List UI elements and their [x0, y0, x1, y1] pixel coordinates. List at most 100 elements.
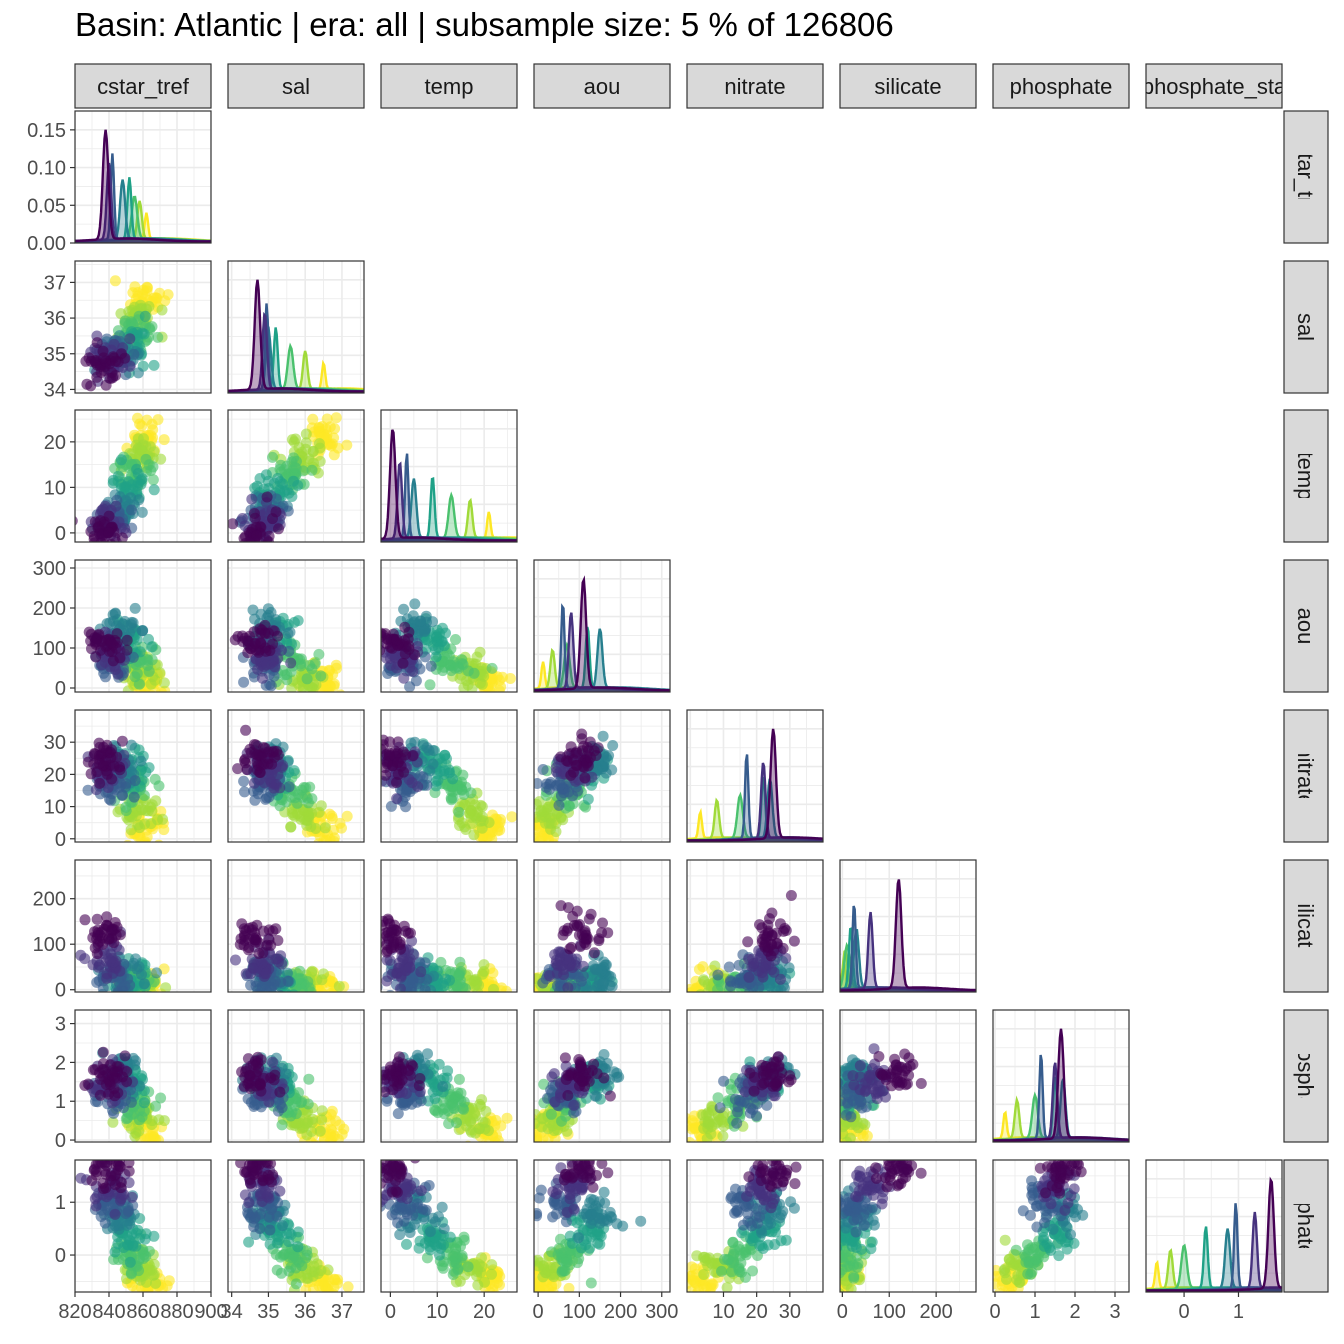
- scatter-point: [261, 491, 273, 503]
- scatter-point: [321, 694, 332, 705]
- scatter-point: [276, 761, 288, 773]
- row-strip-silicate: silicate: [1283, 859, 1329, 993]
- scatter-point: [251, 480, 263, 492]
- panel-border: [74, 260, 212, 394]
- scatter-point: [591, 963, 603, 975]
- scatter-point: [526, 992, 537, 1003]
- panel-nitrate-vs-temp: [364, 709, 518, 843]
- scatter-point: [285, 666, 297, 678]
- scatter-point: [365, 928, 376, 939]
- scatter-point: [103, 933, 115, 945]
- scatter-point: [306, 966, 317, 978]
- scatter-point: [308, 999, 319, 1010]
- scatter-point: [492, 991, 500, 992]
- scatter-point: [111, 628, 123, 640]
- scatter-point: [476, 811, 488, 823]
- scatter-point: [256, 957, 268, 969]
- scatter-point: [155, 1092, 167, 1104]
- scatter-point: [232, 763, 244, 775]
- scatter-point: [94, 777, 106, 789]
- scatter-point: [120, 805, 132, 817]
- panel-border: [74, 559, 212, 693]
- strip-background: [1283, 559, 1329, 693]
- column-strip-label: nitrate: [724, 74, 785, 99]
- panel-content: [75, 412, 170, 542]
- scatter-point: [777, 942, 789, 954]
- scatter-point: [85, 768, 97, 780]
- scatter-point: [121, 644, 133, 656]
- scatter-point: [403, 640, 415, 652]
- scatter-point: [272, 630, 283, 642]
- row-strip-label: silicate: [1293, 892, 1318, 959]
- panel-content: [80, 275, 174, 392]
- scatter-point: [136, 998, 147, 1009]
- scatter-point: [148, 359, 160, 371]
- scatter-point: [267, 451, 278, 463]
- scatter-point: [147, 474, 159, 486]
- scatter-point: [392, 736, 404, 748]
- row-strip-label: phosphate_sta: [1293, 1154, 1318, 1299]
- scatter-point: [310, 823, 322, 834]
- scatter-point: [485, 999, 496, 1010]
- scatter-point: [267, 513, 278, 525]
- scatter-point: [139, 993, 150, 1004]
- scatter-point: [121, 634, 133, 646]
- scatter-point: [598, 755, 610, 767]
- scatter-point: [325, 847, 336, 858]
- scatter-point: [475, 993, 486, 1004]
- scatter-point: [392, 768, 404, 780]
- scatter-point: [765, 950, 777, 962]
- scatter-point: [715, 980, 727, 992]
- scatter-point: [415, 966, 427, 978]
- scatter-point: [149, 773, 161, 785]
- scatter-point: [314, 455, 326, 467]
- scatter-point: [152, 414, 164, 426]
- scatter-point: [102, 920, 114, 932]
- strip-background: [1283, 1009, 1329, 1143]
- panel-content: [75, 129, 211, 243]
- panel-border: [533, 709, 671, 843]
- panel-aou-vs-aou: [533, 559, 671, 693]
- scatter-point: [252, 663, 264, 675]
- scatter-point: [103, 527, 115, 538]
- strip-background: [1283, 409, 1329, 543]
- scatter-point: [392, 757, 404, 769]
- scatter-point: [265, 982, 277, 992]
- scatter-point: [119, 315, 131, 327]
- scatter-point: [398, 920, 410, 932]
- scatter-point: [273, 523, 284, 535]
- panel-border: [227, 260, 365, 394]
- scatter-point: [742, 936, 754, 948]
- strip-background: [1283, 110, 1329, 244]
- scatter-point: [406, 777, 418, 789]
- scatter-point: [364, 746, 375, 757]
- panel-content: [381, 429, 517, 542]
- scatter-point: [324, 693, 335, 704]
- scatter-point: [145, 1130, 157, 1142]
- scatter-point: [126, 739, 137, 751]
- scatter-point: [424, 679, 436, 691]
- scatter-point: [459, 983, 471, 992]
- scatter-point: [550, 954, 562, 966]
- scatter-point: [109, 608, 121, 620]
- scatter-point: [451, 991, 457, 992]
- figure-title: Basin: Atlantic | era: all | subsample s…: [75, 6, 894, 43]
- scatter-point: [567, 911, 579, 922]
- scatter-point: [139, 310, 151, 322]
- density-line: [534, 575, 670, 692]
- scatter-point: [250, 980, 262, 992]
- scatter-point: [469, 799, 481, 811]
- scatter-point: [277, 996, 288, 1007]
- scatter-point: [155, 1148, 166, 1159]
- scatter-point: [545, 777, 557, 788]
- scatter-point: [605, 971, 617, 983]
- scatter-point: [114, 965, 126, 977]
- scatter-point: [469, 980, 481, 992]
- scatter-point: [132, 367, 144, 379]
- scatter-point: [129, 602, 141, 614]
- scatter-point: [419, 957, 431, 969]
- panel-content: [365, 913, 512, 1010]
- scatter-point: [281, 967, 293, 979]
- scatter-point: [253, 948, 265, 959]
- panel-silicate-vs-aou: [526, 859, 671, 1003]
